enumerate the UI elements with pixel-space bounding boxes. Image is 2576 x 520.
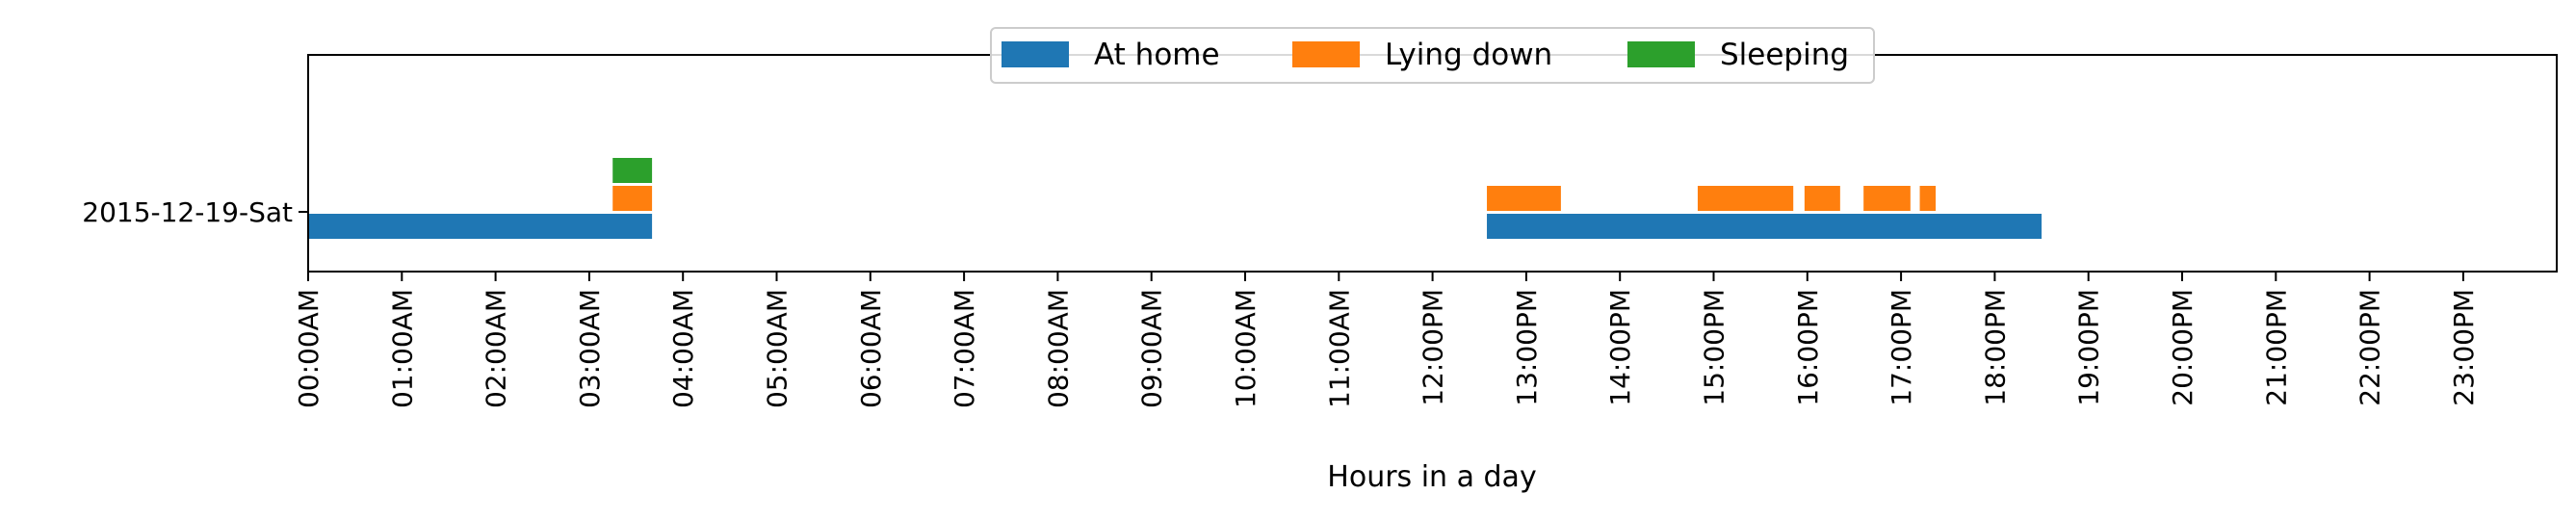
x-tick-label: 18:00PM	[1979, 289, 2011, 406]
bar-lying-down-2	[1697, 186, 1794, 211]
bar-at-home-1	[1487, 214, 2043, 239]
x-tick-label: 10:00AM	[1230, 289, 1262, 408]
x-tick-label: 17:00PM	[1886, 289, 1917, 406]
y-tick-label: 2015-12-19-Sat	[82, 196, 293, 228]
bar-at-home-0	[308, 214, 653, 239]
bar-sleeping-0	[612, 158, 653, 183]
x-axis-title: Hours in a day	[1327, 460, 1536, 494]
x-tick-label: 12:00PM	[1418, 289, 1449, 406]
bar-lying-down-4	[1863, 186, 1911, 211]
legend-swatch-lying-down	[1292, 41, 1360, 67]
bar-lying-down-0	[612, 186, 653, 211]
x-tick-label: 16:00PM	[1792, 289, 1824, 406]
x-tick-label: 14:00PM	[1604, 289, 1636, 406]
x-tick-label: 22:00PM	[2355, 289, 2386, 406]
x-tick-label: 08:00AM	[1042, 289, 1074, 408]
x-tick-label: 19:00PM	[2073, 289, 2105, 406]
x-tick-label: 05:00AM	[762, 289, 794, 408]
x-tick-label: 11:00AM	[1323, 289, 1355, 408]
legend-label-lying-down: Lying down	[1385, 38, 1552, 72]
x-tick-label: 03:00AM	[574, 289, 606, 408]
legend: At home Lying down Sleeping	[990, 27, 1875, 84]
bar-lying-down-1	[1487, 186, 1561, 211]
x-tick-label: 02:00AM	[481, 289, 512, 408]
x-axis: 00:00AM 01:00AM 02:00AM 03:00AM 04:00AM 05:00…	[293, 272, 2480, 408]
x-tick-label: 13:00PM	[1511, 289, 1543, 406]
y-axis: 2015-12-19-Sat	[82, 196, 308, 228]
x-tick-label: 15:00PM	[1699, 289, 1730, 406]
x-tick-label: 01:00AM	[386, 289, 418, 408]
legend-label-sleeping: Sleeping	[1720, 38, 1849, 72]
legend-swatch-sleeping	[1627, 41, 1695, 67]
legend-label-at-home: At home	[1094, 38, 1220, 72]
x-tick-label: 09:00AM	[1136, 289, 1168, 408]
x-tick-label: 04:00AM	[667, 289, 699, 408]
x-tick-label: 00:00AM	[293, 289, 325, 408]
bar-lying-down-5	[1919, 186, 1937, 211]
x-tick-label: 20:00PM	[2167, 289, 2199, 406]
x-tick-label: 07:00AM	[949, 289, 980, 408]
x-tick-label: 23:00PM	[2448, 289, 2480, 406]
x-tick-label: 21:00PM	[2260, 289, 2292, 406]
bars-layer	[308, 158, 2043, 239]
bar-lying-down-3	[1804, 186, 1840, 211]
legend-swatch-at-home	[1002, 41, 1069, 67]
x-tick-label: 06:00AM	[855, 289, 887, 408]
